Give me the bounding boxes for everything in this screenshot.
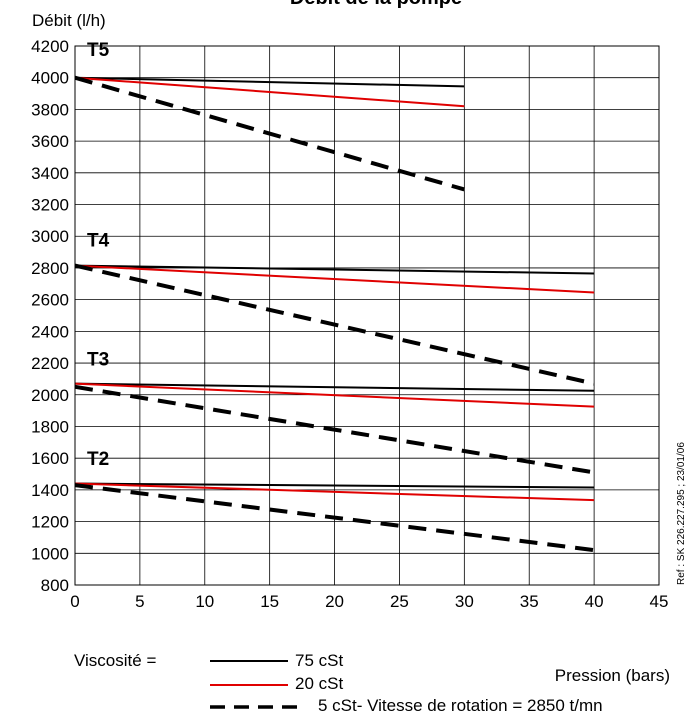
group-label-t5: T5 xyxy=(87,40,110,61)
y-tick-label: 2400 xyxy=(31,322,69,341)
y-tick-label: 2800 xyxy=(31,259,69,278)
x-tick-label: 40 xyxy=(585,592,604,611)
x-axis-title: Pression (bars) xyxy=(555,666,670,685)
reference-note: Ref : SK 226.227.295 ; 23/01/06 xyxy=(676,442,687,585)
y-tick-label: 1400 xyxy=(31,481,69,500)
x-tick-label: 5 xyxy=(135,592,144,611)
chart-title: Débit de la pompe xyxy=(290,0,462,9)
x-tick-label: 0 xyxy=(70,592,79,611)
y-tick-label: 2200 xyxy=(31,354,69,373)
y-tick-label: 800 xyxy=(41,576,69,595)
y-tick-label: 3400 xyxy=(31,164,69,183)
legend-label-75: 75 cSt xyxy=(295,651,343,670)
legend: Viscosité = 75 cSt 20 cSt 5 cSt- Vitesse… xyxy=(74,651,603,715)
x-tick-label: 30 xyxy=(455,592,474,611)
legend-label-5: 5 cSt- Vitesse de rotation = 2850 t/mn xyxy=(318,696,603,715)
y-tick-label: 2600 xyxy=(31,291,69,310)
group-label-t4: T4 xyxy=(87,230,110,251)
y-tick-label: 3800 xyxy=(31,100,69,119)
legend-prefix: Viscosité = xyxy=(74,651,156,670)
x-tick-label: 25 xyxy=(390,592,409,611)
x-tick-label: 15 xyxy=(260,592,279,611)
x-tick-label: 20 xyxy=(325,592,344,611)
legend-label-20: 20 cSt xyxy=(295,674,343,693)
y-axis-title: Débit (l/h) xyxy=(32,11,106,30)
y-tick-label: 3600 xyxy=(31,132,69,151)
y-tick-label: 1000 xyxy=(31,544,69,563)
y-tick-label: 3200 xyxy=(31,196,69,215)
y-tick-label: 4000 xyxy=(31,69,69,88)
x-tick-label: 35 xyxy=(520,592,539,611)
y-tick-label: 2000 xyxy=(31,386,69,405)
group-label-t3: T3 xyxy=(87,349,109,370)
y-tick-label: 1200 xyxy=(31,513,69,532)
group-label-t2: T2 xyxy=(87,449,109,470)
x-tick-label: 45 xyxy=(650,592,669,611)
grid-lines xyxy=(75,46,659,585)
x-tick-label: 10 xyxy=(195,592,214,611)
y-tick-label: 4200 xyxy=(31,37,69,56)
y-tick-label: 1600 xyxy=(31,449,69,468)
axis-ticks: 0 5 10 15 20 25 30 35 40 45 800 1000 1200 1400 1600 180… xyxy=(31,37,668,611)
y-tick-label: 1800 xyxy=(31,417,69,436)
plot-frame xyxy=(75,46,659,585)
y-tick-label: 3000 xyxy=(31,227,69,246)
group-labels: T5 T4 T3 T2 xyxy=(87,40,110,470)
